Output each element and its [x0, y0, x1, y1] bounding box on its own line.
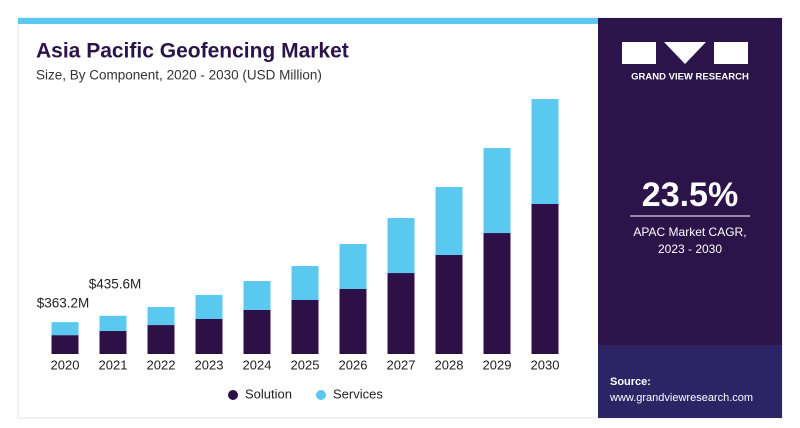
bar-segment — [339, 289, 367, 354]
bar-segment — [195, 319, 223, 354]
bar-segment — [483, 148, 511, 234]
bar-segment — [195, 294, 223, 319]
x-tick-label: 2022 — [147, 357, 176, 372]
cagr-label: APAC Market CAGR, — [633, 225, 746, 239]
x-tick-label: 2025 — [291, 357, 320, 372]
chart-subtitle: Size, By Component, 2020 - 2030 (USD Mil… — [36, 68, 322, 83]
legend-label: Solution — [245, 386, 292, 401]
logo-g — [622, 42, 656, 64]
brand: GRAND VIEW RESEARCH — [631, 72, 749, 83]
legend-label: Services — [333, 386, 383, 401]
x-tick-label: 2030 — [531, 357, 560, 372]
bar-segment — [147, 325, 175, 354]
x-tick-label: 2021 — [99, 357, 128, 372]
bar-segment — [51, 335, 79, 354]
x-tick-label: 2026 — [339, 357, 368, 372]
x-tick-label: 2028 — [435, 357, 464, 372]
bar-segment — [339, 244, 367, 289]
legend-swatch — [316, 390, 326, 400]
logo — [622, 42, 748, 64]
bar-segment — [531, 99, 559, 204]
bar-segment — [147, 306, 175, 326]
chart-title: Asia Pacific Geofencing Market — [36, 40, 349, 63]
logo-v — [664, 42, 706, 64]
bar-segment — [291, 266, 319, 300]
x-tick-label: 2024 — [243, 357, 272, 372]
x-tick-label: 2029 — [483, 357, 512, 372]
bar-segment — [387, 218, 415, 274]
x-tick-label: 2023 — [195, 357, 224, 372]
bar-segment — [51, 322, 79, 336]
source-label: Source: — [610, 376, 651, 388]
bar-segment — [243, 281, 271, 310]
bar-segment — [291, 299, 319, 354]
value-label: $363.2M — [37, 296, 90, 311]
bar-segment — [531, 204, 559, 354]
bar-segment — [243, 309, 271, 354]
cagr-value: 23.5% — [642, 176, 738, 214]
bar-segment — [99, 331, 127, 354]
bar-segment — [435, 254, 463, 354]
bar-segment — [99, 315, 127, 332]
x-tick-label: 2027 — [387, 357, 416, 372]
top-stripe — [18, 18, 598, 24]
bar-segment — [483, 233, 511, 354]
x-tick-label: 2020 — [51, 357, 80, 372]
cagr-period: 2023 - 2030 — [658, 242, 722, 256]
value-label: $435.6M — [89, 276, 142, 291]
bar-segment — [387, 273, 415, 354]
bar-segment — [435, 186, 463, 255]
source-url: www.grandviewresearch.com — [609, 392, 753, 404]
legend-swatch — [228, 390, 238, 400]
source-panel — [598, 345, 782, 418]
logo-r — [714, 42, 748, 64]
